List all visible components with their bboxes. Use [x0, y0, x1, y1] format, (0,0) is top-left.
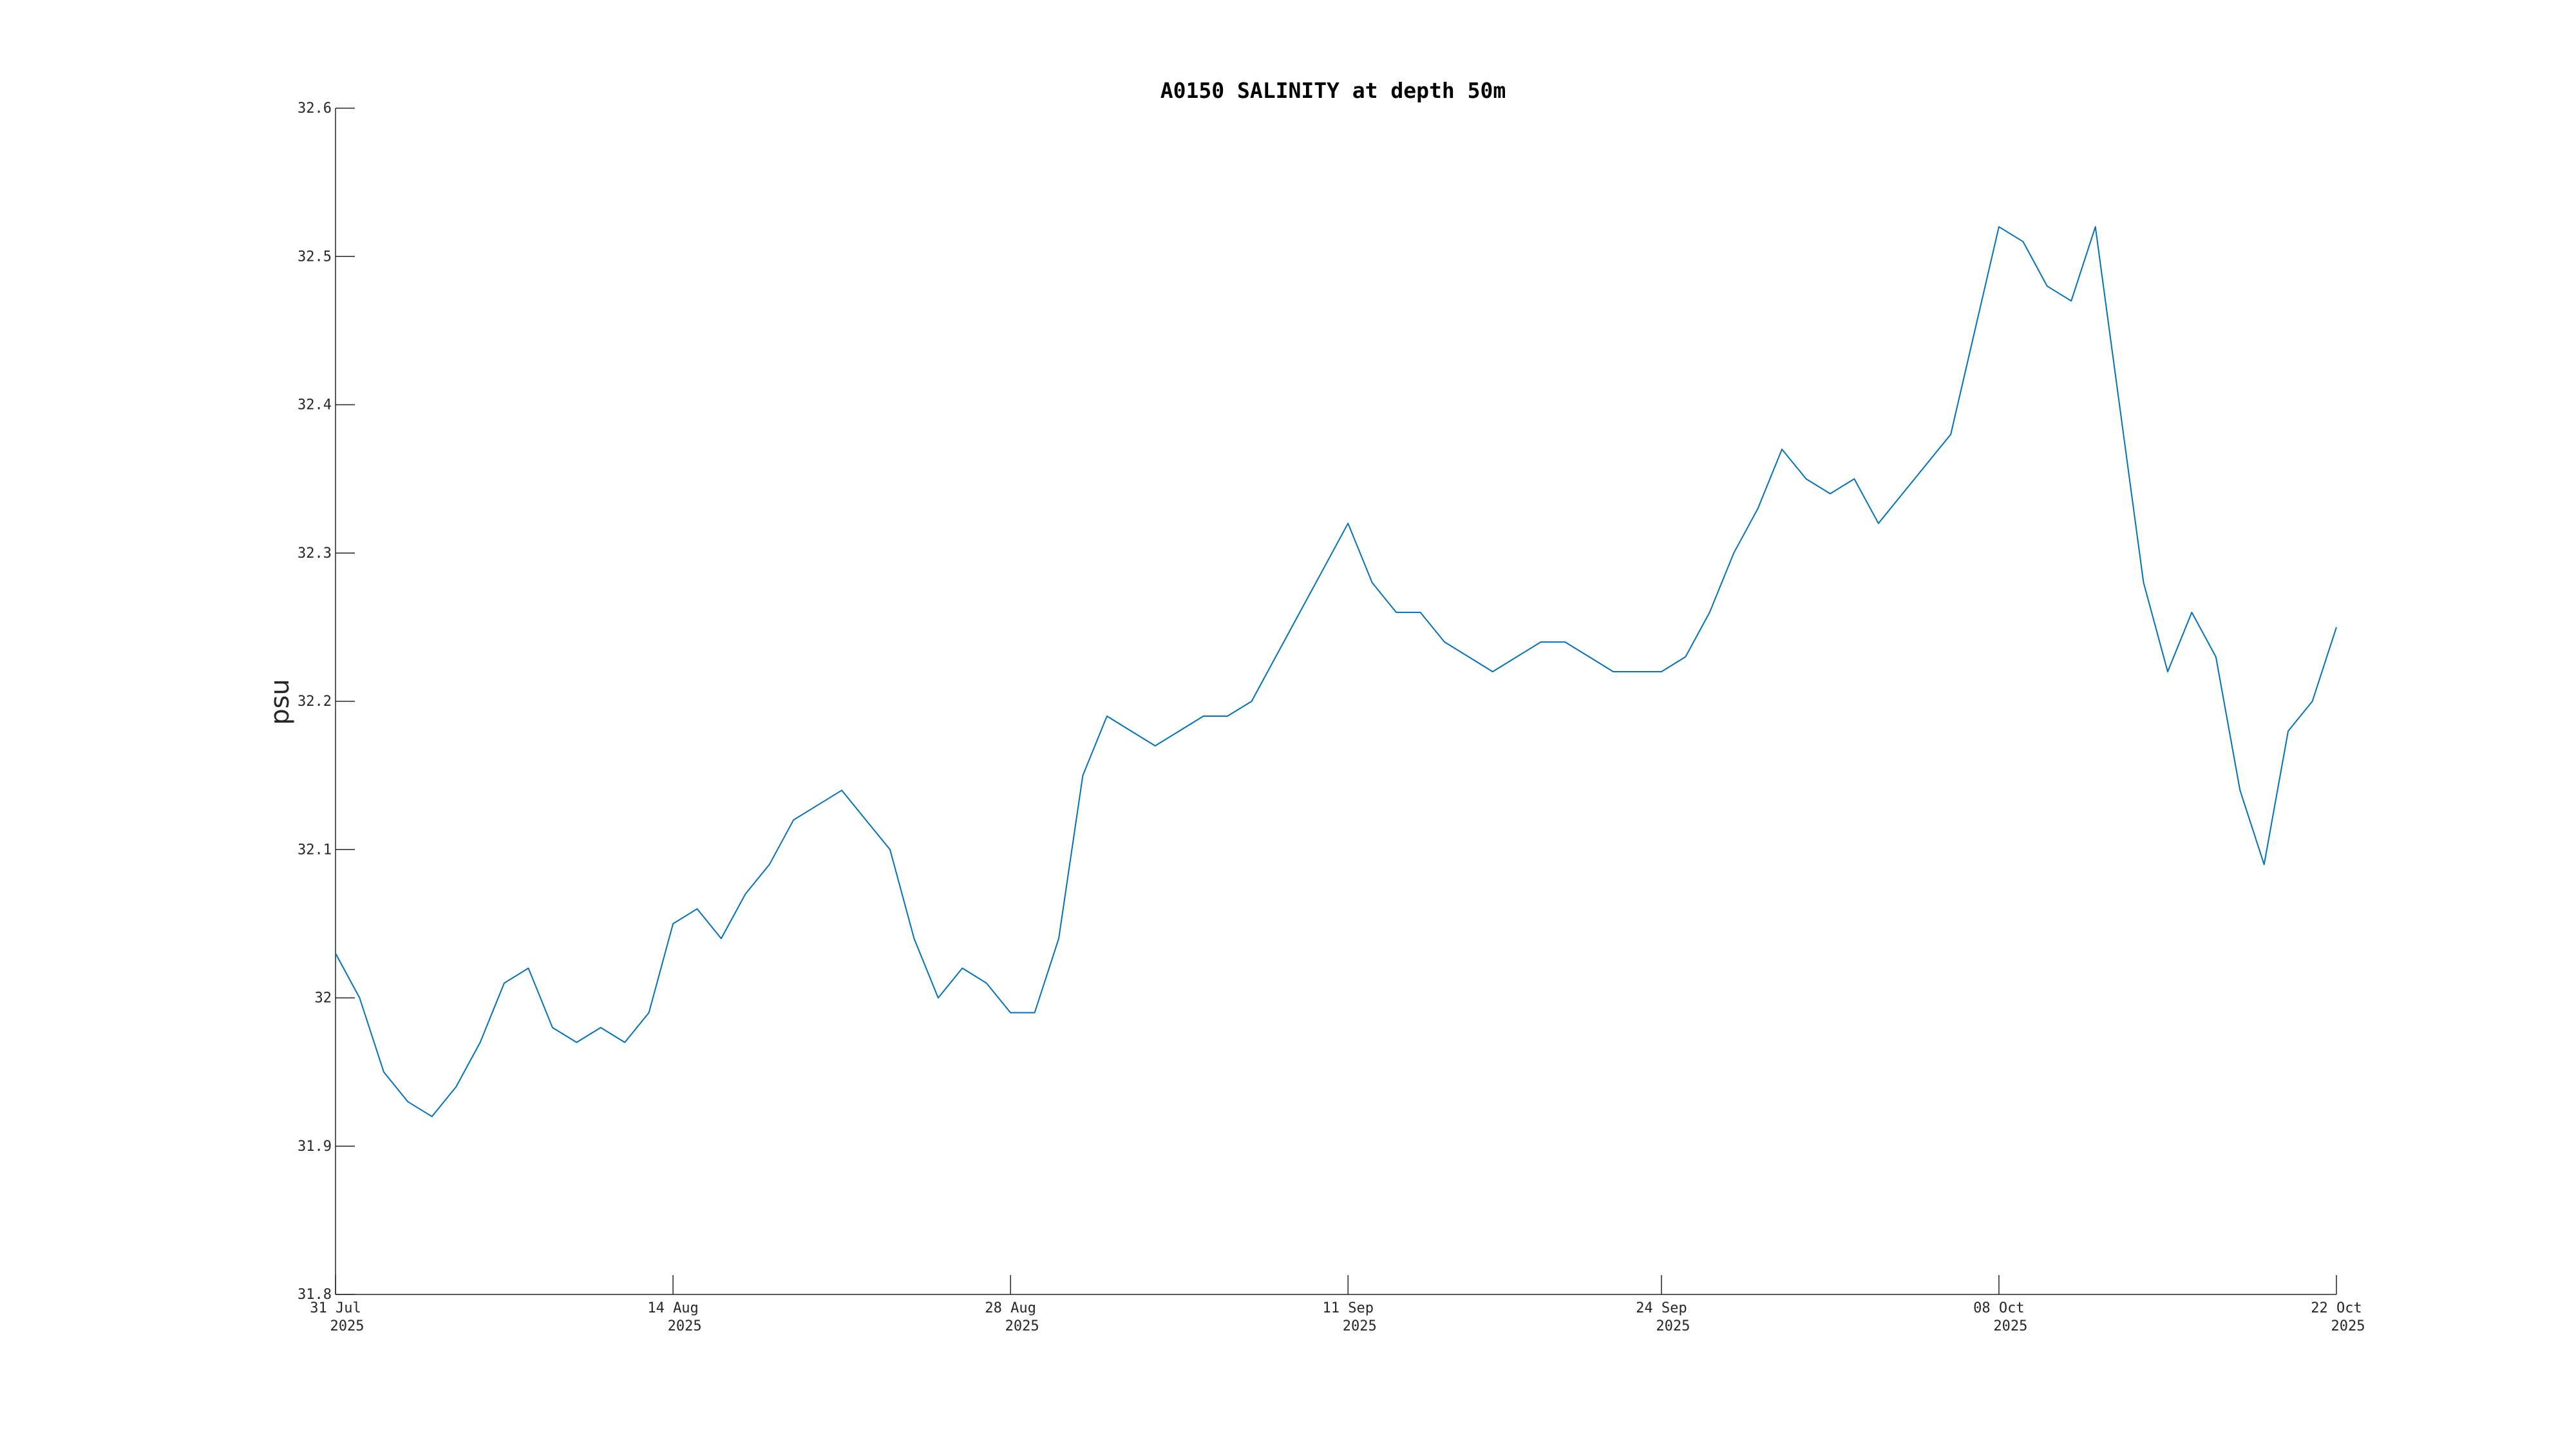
x-tick-year-label: 2025 [2331, 1318, 2365, 1334]
y-axis-label: psu [265, 679, 295, 725]
y-tick-label: 32.1 [298, 842, 332, 858]
x-tick-year-label: 2025 [1993, 1318, 2027, 1334]
chart-title: A0150 SALINITY at depth 50m [1160, 78, 1506, 103]
y-tick-label: 32 [315, 990, 332, 1007]
x-tick-year-label: 2025 [330, 1318, 365, 1334]
y-axis-ticks: 31.8 31.9 32 32.1 32.2 32.3 32.4 32.5 32.6 [298, 100, 355, 1303]
y-tick-label: 32.5 [298, 249, 332, 265]
y-tick-label: 32.4 [298, 397, 332, 413]
x-tick-label: 22 Oct [2311, 1300, 2362, 1316]
x-tick-label: 24 Sep [1636, 1300, 1687, 1316]
y-tick-label: 31.9 [298, 1139, 332, 1155]
y-tick-label: 31.8 [298, 1287, 332, 1303]
x-tick-label: 08 Oct [1973, 1300, 2024, 1316]
y-tick-label: 32.3 [298, 545, 332, 562]
salinity-series-line [335, 226, 2337, 1117]
x-axis-ticks: 31 Jul 2025 14 Aug 2025 28 Aug 2025 11 Sep 2025… [310, 1275, 2365, 1334]
x-tick-label: 28 Aug [985, 1300, 1036, 1316]
y-tick-label: 32.6 [298, 100, 332, 117]
x-tick-year-label: 2025 [668, 1318, 702, 1334]
x-tick-year-label: 2025 [1656, 1318, 1690, 1334]
series-group [335, 226, 2337, 1117]
x-tick-label: 11 Sep [1322, 1300, 1373, 1316]
x-tick-label: 31 Jul [310, 1300, 361, 1316]
x-tick-year-label: 2025 [1005, 1318, 1039, 1334]
x-tick-year-label: 2025 [1343, 1318, 1377, 1334]
x-tick-label: 14 Aug [647, 1300, 698, 1316]
y-tick-label: 32.2 [298, 694, 332, 710]
